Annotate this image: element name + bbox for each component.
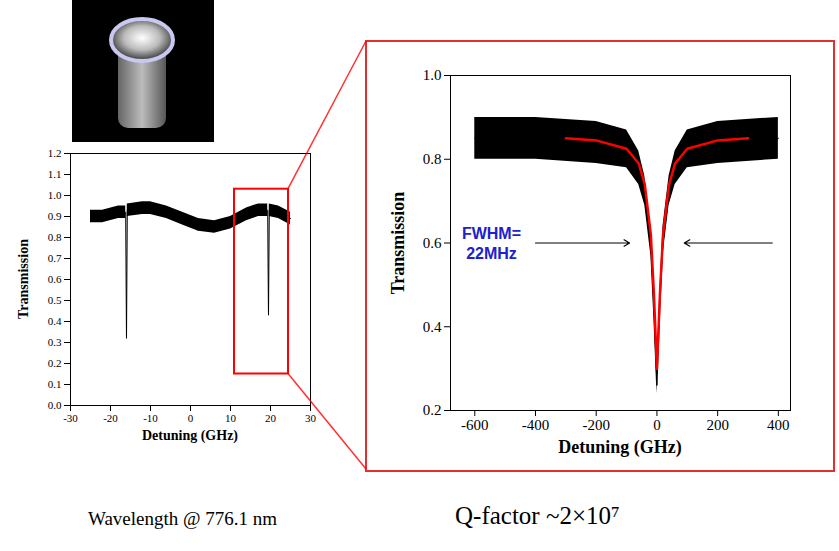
- svg-text:FWHM=22MHz: FWHM=22MHz: [462, 225, 521, 262]
- html-text:Wavelength @ 776.1 nm: Wavelength @ 776.1 nm: [88, 508, 277, 529]
- html-text:Transmission: Transmission: [387, 191, 408, 294]
- svg-text:-20: -20: [103, 412, 118, 424]
- svg-text:20: 20: [265, 412, 277, 424]
- svg-text:0: 0: [188, 412, 194, 424]
- html-text:Detuning (GHz): Detuning (GHz): [558, 437, 682, 457]
- svg-text:0.6: 0.6: [48, 273, 62, 285]
- svg-text:1.2: 1.2: [48, 147, 62, 159]
- svg-text:0.7: 0.7: [48, 252, 62, 264]
- html-text:Q-factor ~2×10⁷: Q-factor ~2×10⁷: [455, 502, 620, 529]
- svg-text:0.3: 0.3: [48, 336, 62, 348]
- svg-text:-10: -10: [143, 412, 158, 424]
- svg-text:0.8: 0.8: [48, 231, 62, 243]
- svg-text:0.1: 0.1: [48, 378, 62, 390]
- svg-text:0.6: 0.6: [423, 235, 442, 251]
- svg-text:0.8: 0.8: [423, 151, 442, 167]
- svg-text:0.2: 0.2: [48, 357, 62, 369]
- svg-text:30: 30: [305, 412, 317, 424]
- svg-text:1.0: 1.0: [48, 189, 62, 201]
- svg-text:0.5: 0.5: [48, 294, 62, 306]
- svg-text:-400: -400: [522, 417, 550, 433]
- svg-text:1.1: 1.1: [48, 168, 62, 180]
- svg-text:10: 10: [225, 412, 237, 424]
- svg-text:0.9: 0.9: [48, 210, 62, 222]
- svg-text:0.2: 0.2: [423, 402, 442, 418]
- svg-text:400: 400: [767, 417, 790, 433]
- svg-text:0: 0: [653, 417, 661, 433]
- svg-text:0.4: 0.4: [423, 319, 442, 335]
- svg-text:0.4: 0.4: [48, 315, 62, 327]
- svg-text:200: 200: [706, 417, 729, 433]
- svg-text:-600: -600: [461, 417, 489, 433]
- svg-text:0.0: 0.0: [48, 399, 62, 411]
- svg-text:-30: -30: [63, 412, 78, 424]
- html-text:Transmission: Transmission: [16, 239, 31, 319]
- html-text:Detuning (GHz): Detuning (GHz): [142, 428, 238, 443]
- svg-text:1.0: 1.0: [423, 67, 442, 83]
- svg-text:-200: -200: [582, 417, 610, 433]
